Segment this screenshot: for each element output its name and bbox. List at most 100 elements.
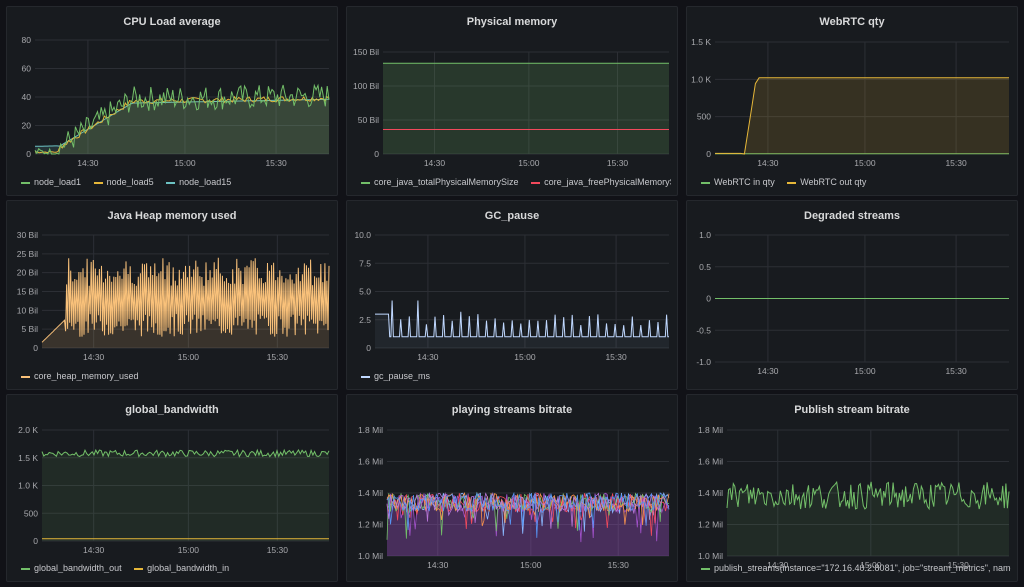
panel-playing-streams-bitrate[interactable]: playing streams bitrate 1.8 Mil 1.6 Mil 1.… <box>346 394 678 582</box>
y-tick-label: 0 <box>366 343 371 353</box>
legend: core_java_totalPhysicalMemorySize core_j… <box>361 177 671 187</box>
x-tick-label: 15:30 <box>948 560 970 570</box>
y-tick-label: 1.8 Mil <box>698 425 723 435</box>
panel-webrtc-qty[interactable]: WebRTC qty 1.5 K 1.0 K 500 0 14:30 15:00 15:30… <box>686 6 1018 196</box>
y-tick-label: 1.2 Mil <box>698 520 723 530</box>
y-tick-label: 1.5 K <box>691 37 711 47</box>
x-tick-label: 14:30 <box>77 158 99 168</box>
legend-item[interactable]: global_bandwidth_in <box>134 563 229 573</box>
legend: WebRTC in qty WebRTC out qty <box>701 177 1011 187</box>
y-tick-label: 0 <box>33 343 38 353</box>
panel-title[interactable]: GC_pause <box>484 210 540 222</box>
y-tick-label: -1.0 <box>696 357 711 367</box>
panel-degraded-streams[interactable]: Degraded streams 1.0 0.5 0 -0.5 -1.0 14:30 15:… <box>686 200 1018 390</box>
legend-item[interactable]: WebRTC out qty <box>787 177 866 187</box>
x-tick-label: 15:00 <box>174 158 196 168</box>
y-tick-label: 1.4 Mil <box>358 488 383 498</box>
y-tick-label: 20 Bil <box>17 268 38 278</box>
series-area <box>375 300 669 348</box>
y-tick-label: 30 Bil <box>17 230 38 240</box>
panel-title[interactable]: global_bandwidth <box>125 404 219 416</box>
x-tick-label: 15:30 <box>945 158 967 168</box>
y-tick-label: 500 <box>24 508 38 518</box>
series-line <box>41 448 330 458</box>
x-tick-label: 15:00 <box>520 560 542 570</box>
panel-title[interactable]: playing streams bitrate <box>451 404 573 416</box>
x-tick-label: 15:30 <box>945 366 967 376</box>
x-tick-label: 15:00 <box>178 545 200 555</box>
series-line <box>34 83 330 155</box>
panel-global-bandwidth[interactable]: global_bandwidth 2.0 K 1.5 K 1.0 K 500 0 14:3… <box>6 394 338 582</box>
y-tick-label: 15 Bil <box>17 287 38 297</box>
legend-item[interactable]: WebRTC in qty <box>701 177 775 187</box>
legend-item[interactable]: node_load5 <box>93 177 154 187</box>
x-tick-label: 15:00 <box>854 158 876 168</box>
y-tick-label: 0 <box>33 536 38 546</box>
series-line <box>715 77 1009 155</box>
series-area <box>35 85 329 154</box>
x-tick-label: 14:30 <box>767 560 789 570</box>
y-tick-label: 1.5 K <box>18 453 38 463</box>
y-tick-label: 150 Bil <box>353 47 379 57</box>
panel-title[interactable]: Physical memory <box>466 16 558 28</box>
panel-title[interactable]: Java Heap memory used <box>107 210 237 222</box>
legend-item[interactable]: node_load1 <box>21 177 81 187</box>
chart-physical-memory: 150 Bil 100 Bil 50 Bil 0 14:30 15:00 15:30 <box>353 47 669 168</box>
x-tick-label: 15:30 <box>267 352 289 362</box>
y-tick-label: 1.0 Mil <box>358 551 383 561</box>
panel-publish-stream-bitrate[interactable]: Publish stream bitrate 1.8 Mil 1.6 Mil 1.4… <box>686 394 1018 582</box>
chart-global-bandwidth: 2.0 K 1.5 K 1.0 K 500 0 14:30 15:00 15:30 <box>18 425 330 555</box>
panel-title[interactable]: Publish stream bitrate <box>794 404 910 416</box>
x-tick-label: 15:00 <box>518 158 540 168</box>
series-line <box>375 300 669 338</box>
y-tick-label: 20 <box>22 121 32 131</box>
chart-webrtc-qty: 1.5 K 1.0 K 500 0 14:30 15:00 15:30 <box>691 37 1009 168</box>
x-tick-label: 14:30 <box>757 158 779 168</box>
legend-item[interactable]: node_load15 <box>166 177 231 187</box>
chart-publish-stream-bitrate: 1.8 Mil 1.6 Mil 1.4 Mil 1.2 Mil 1.0 Mil 14:30… <box>698 425 1010 570</box>
panel-title[interactable]: CPU Load average <box>123 16 221 28</box>
y-tick-label: 2.5 <box>359 315 371 325</box>
x-tick-label: 15:30 <box>607 158 629 168</box>
x-tick-label: 14:30 <box>83 352 105 362</box>
x-tick-label: 15:30 <box>605 352 627 362</box>
chart-playing-streams-bitrate: 1.8 Mil 1.6 Mil 1.4 Mil 1.2 Mil 1.0 Mil 14:30… <box>358 425 670 570</box>
panel-gc-pause[interactable]: GC_pause 10.0 7.5 5.0 2.5 0 14:30 15:00 15:30 g… <box>346 200 678 390</box>
legend: node_load1 node_load5 node_load15 <box>21 177 331 187</box>
y-tick-label: 0 <box>706 294 711 304</box>
panel-title[interactable]: WebRTC qty <box>819 16 885 28</box>
chart-java-heap: 30 Bil 25 Bil 20 Bil 15 Bil 10 Bil 5 Bil 0 14:3… <box>17 230 330 362</box>
legend-item[interactable]: publish_streams{instance="172.16.40.2:80… <box>701 563 1011 573</box>
y-tick-label: 50 Bil <box>358 115 379 125</box>
chart-gc-pause: 10.0 7.5 5.0 2.5 0 14:30 15:00 15:30 <box>354 230 669 362</box>
y-tick-label: 1.6 Mil <box>698 457 723 467</box>
y-tick-label: 1.0 K <box>18 481 38 491</box>
y-tick-label: 1.2 Mil <box>358 520 383 530</box>
y-tick-label: 0 <box>26 149 31 159</box>
y-tick-label: 0 <box>374 149 379 159</box>
legend-item[interactable]: global_bandwidth_out <box>21 563 122 573</box>
chart-cpu-load: 80 60 40 20 0 14:30 15:00 15:30 <box>22 35 330 168</box>
y-tick-label: 80 <box>22 35 32 45</box>
series-area <box>35 99 329 154</box>
x-tick-label: 15:30 <box>265 158 287 168</box>
x-tick-label: 15:00 <box>854 366 876 376</box>
legend-item[interactable]: gc_pause_ms <box>361 371 430 381</box>
series-line <box>386 491 670 527</box>
y-tick-label: 5.0 <box>359 287 371 297</box>
x-tick-label: 14:30 <box>757 366 779 376</box>
series-line <box>386 491 670 538</box>
legend: publish_streams{instance="172.16.40.2:80… <box>701 563 1011 573</box>
y-tick-label: 1.8 Mil <box>358 425 383 435</box>
panel-java-heap[interactable]: Java Heap memory used 30 Bil 25 Bil 20 Bil… <box>6 200 338 390</box>
panel-title[interactable]: Degraded streams <box>804 210 900 222</box>
series-area <box>715 77 1009 154</box>
y-tick-label: 5 Bil <box>21 324 38 334</box>
legend-item[interactable]: core_java_totalPhysicalMemorySize <box>361 177 519 187</box>
panel-physical-memory[interactable]: Physical memory 150 Bil 100 Bil 50 Bil 0 14:… <box>346 6 678 196</box>
legend-item[interactable]: core_java_freePhysicalMemorySize <box>531 177 671 187</box>
legend-item[interactable]: core_heap_memory_used <box>21 371 139 381</box>
series-line <box>726 480 1010 511</box>
panel-cpu-load[interactable]: CPU Load average 80 60 40 20 0 14:30 15:00 15:3… <box>6 6 338 196</box>
y-tick-label: 0 <box>706 149 711 159</box>
